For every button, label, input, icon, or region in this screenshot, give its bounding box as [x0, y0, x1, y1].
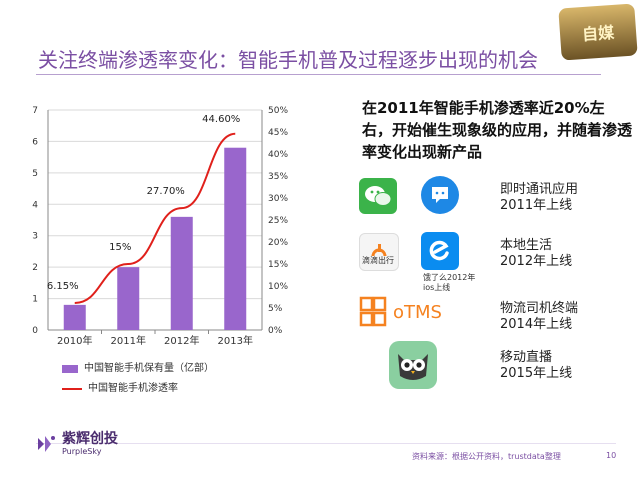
data-label: 6.15% — [47, 281, 79, 292]
app-year-logistics: 2014年上线 — [500, 317, 573, 332]
footer-divider — [36, 443, 616, 444]
eleme-caption-line1: 饿了么2012年 — [423, 273, 476, 282]
left-tick-label: 1 — [32, 295, 38, 305]
series-line — [74, 132, 236, 304]
app-category-logistics: 物流司机终端 — [500, 301, 579, 316]
didi-caption: 滴滴出行 — [362, 256, 394, 265]
company-logo: 紫辉创投 PurpleSky — [36, 431, 118, 457]
data-label: 44.60% — [202, 114, 240, 125]
legend-item-line: 中国智能手机渗透率 — [62, 382, 238, 396]
left-tick-label: 0 — [32, 326, 38, 336]
wechat-icon — [359, 178, 397, 214]
app-label-im: 即时通讯应用 2011年上线 — [500, 182, 578, 214]
x-tick-label: 2013年 — [218, 334, 253, 347]
otms-logo-text: oTMS — [393, 301, 442, 323]
legend-line-label: 中国智能手机渗透率 — [88, 383, 178, 394]
right-tick-label: 0% — [268, 326, 283, 336]
right-tick-label: 20% — [268, 238, 288, 248]
right-tick-label: 45% — [268, 128, 288, 138]
left-tick-label: 4 — [32, 200, 38, 210]
app-label-local: 本地生活 2012年上线 — [500, 238, 572, 270]
page-number: 10 — [606, 451, 617, 460]
didi-icon — [359, 233, 399, 271]
right-tick-label: 25% — [268, 216, 288, 226]
left-tick-label: 5 — [32, 169, 38, 179]
purplesky-logo-icon — [36, 434, 56, 454]
app-label-live: 移动直播 2015年上线 — [500, 350, 572, 382]
chart-legend: 中国智能手机保有量（亿部） 中国智能手机渗透率 — [62, 362, 238, 402]
logo-name-en: PurpleSky — [62, 447, 102, 456]
logo-name-cn: 紫辉创投 — [62, 431, 118, 447]
right-tick-label: 10% — [268, 282, 288, 292]
logo-text: 紫辉创投 PurpleSky — [62, 431, 118, 457]
right-tick-label: 50% — [268, 106, 288, 116]
eleme-caption: 饿了么2012年 ios上线 — [423, 273, 475, 293]
otms-icon: oTMS — [359, 296, 459, 328]
bar — [63, 304, 86, 330]
app-category-im: 即时通讯应用 — [500, 182, 579, 197]
legend-bar-swatch — [62, 365, 78, 373]
bar — [170, 216, 193, 330]
legend-item-bar: 中国智能手机保有量（亿部） — [62, 362, 238, 376]
legend-bar-label: 中国智能手机保有量（亿部） — [84, 363, 214, 374]
data-label: 27.70% — [147, 186, 185, 197]
app-category-local: 本地生活 — [500, 238, 553, 253]
x-tick-label: 2012年 — [164, 334, 199, 347]
right-tick-label: 30% — [268, 194, 288, 204]
slide-title: 关注终端渗透率变化：智能手机普及过程逐步出现的机会 — [38, 48, 538, 72]
right-tick-label: 15% — [268, 260, 288, 270]
app-year-im: 2011年上线 — [500, 198, 573, 213]
right-tick-label: 5% — [268, 304, 283, 314]
left-tick-label: 2 — [32, 263, 38, 273]
bar — [117, 267, 140, 330]
x-tick-label: 2011年 — [111, 334, 146, 347]
right-tick-label: 40% — [268, 150, 288, 160]
legend-line-swatch — [62, 388, 82, 390]
owl-icon — [389, 341, 437, 389]
left-tick-label: 3 — [32, 232, 38, 242]
app-category-live: 移动直播 — [500, 350, 553, 365]
eleme-icon — [421, 232, 459, 270]
penetration-chart: 0 1 2 3 4 5 6 7 0% 5% 10% 15% 20% 25% 30% 35% 40% 45% 50% 2… — [32, 106, 288, 347]
left-tick-label: 7 — [32, 106, 38, 116]
media-badge-icon: 自媒 — [558, 3, 638, 61]
data-label: 15% — [109, 242, 131, 253]
title-divider — [36, 74, 601, 75]
headline-text: 在2011年智能手机渗透率近20%左右，开始催生现象级的应用，并随着渗透率变化出… — [362, 99, 633, 161]
qq-bubble-icon — [421, 176, 459, 214]
app-label-logistics: 物流司机终端 2014年上线 — [500, 301, 578, 333]
x-tick-label: 2010年 — [57, 334, 92, 347]
left-tick-label: 6 — [32, 137, 38, 147]
app-year-local: 2012年上线 — [500, 254, 573, 269]
bar — [224, 147, 247, 330]
right-tick-label: 35% — [268, 172, 288, 182]
source-note: 资料来源：根据公开资料，trustdata整理 — [412, 452, 561, 461]
app-year-live: 2015年上线 — [500, 366, 573, 381]
eleme-caption-line2: ios上线 — [423, 283, 451, 292]
